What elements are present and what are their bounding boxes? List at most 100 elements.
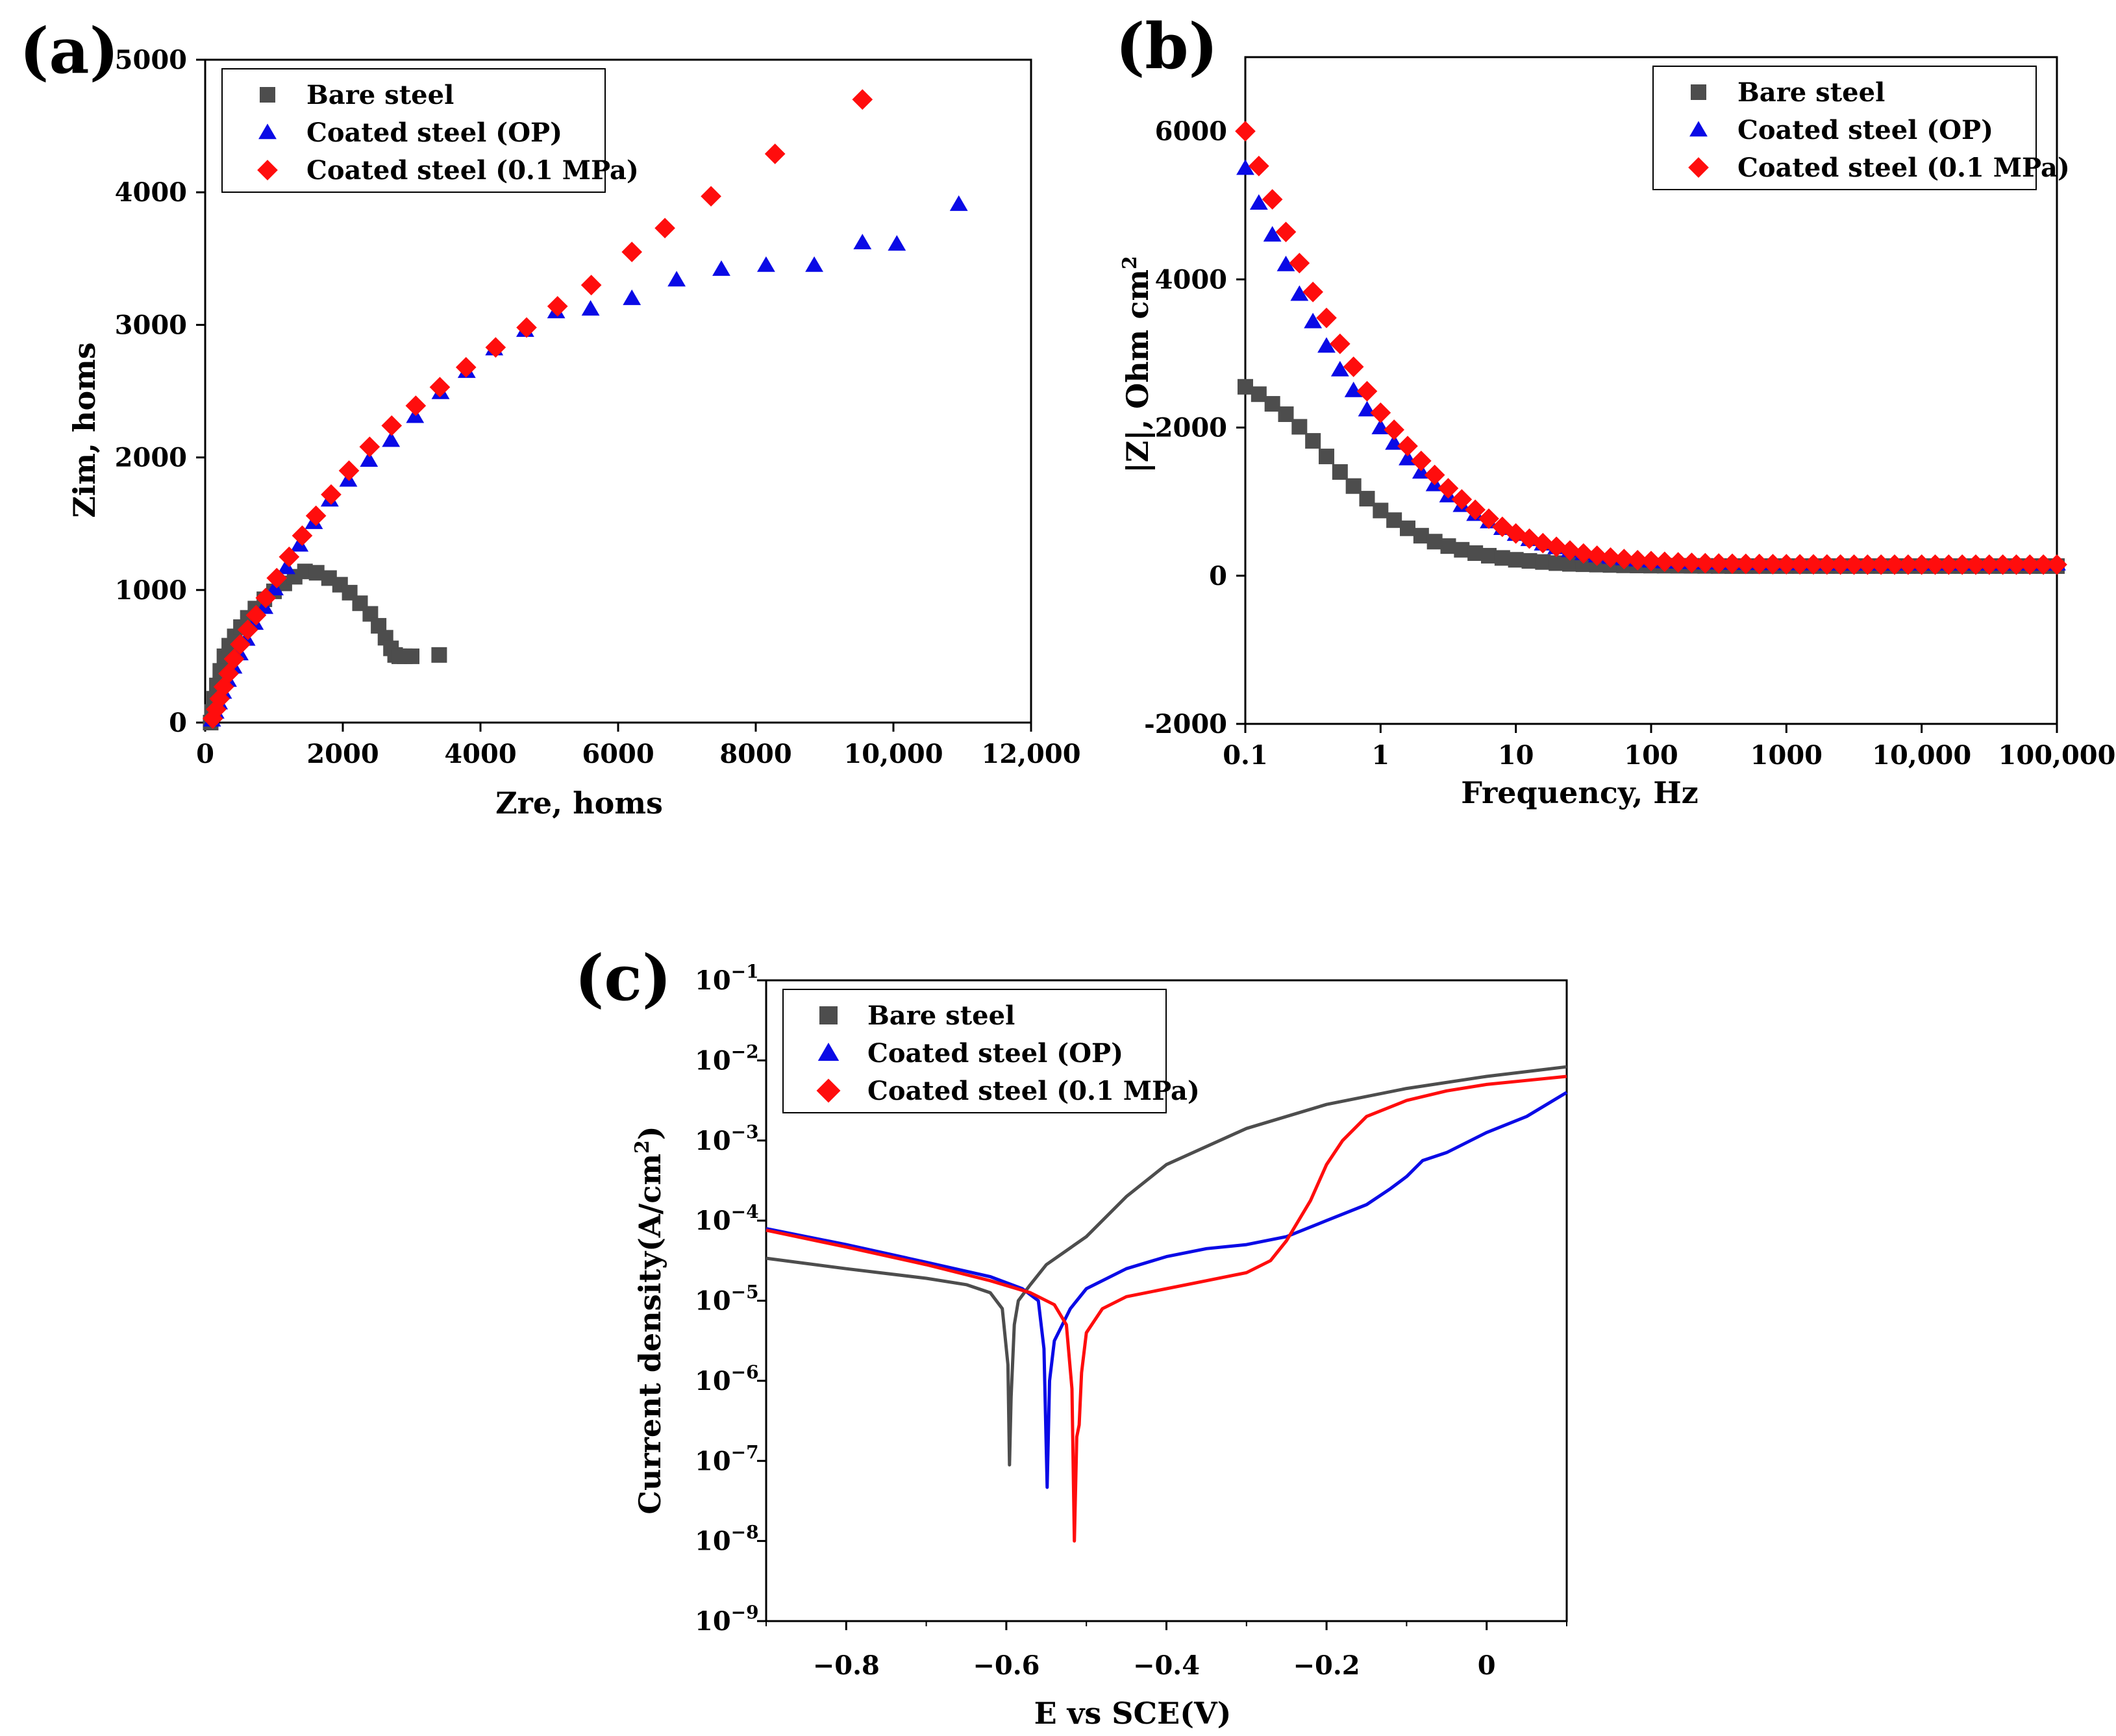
data-point	[1952, 554, 1973, 575]
data-point	[292, 525, 313, 546]
y-tick-label: 10−3	[695, 1121, 759, 1156]
y-tick-label: 10−2	[695, 1041, 759, 1076]
panel-a: (a) 0 2000 4000 6000 8000 10,000 12,000 0 1000 200…	[19, 14, 1081, 821]
series-mpa	[1235, 121, 2067, 575]
x-tick-label: 10	[1498, 740, 1534, 771]
data-point	[1735, 553, 1756, 575]
y-tick-label: 10−9	[695, 1602, 759, 1637]
data-point	[1521, 552, 1537, 569]
y-axis-title: Zim, homs	[67, 342, 102, 517]
data-point	[1505, 523, 1526, 544]
data-point	[1440, 538, 1456, 554]
x-tick-label: −0.2	[1293, 1650, 1360, 1681]
data-point	[667, 271, 686, 287]
data-point	[1573, 543, 1594, 564]
data-point	[359, 436, 380, 458]
data-point	[382, 431, 401, 447]
data-point	[1410, 451, 1432, 471]
data-point	[1316, 307, 1337, 329]
y-tick-label: 1000	[115, 575, 187, 606]
legend: Bare steel Coated steel (OP) Coated steel …	[221, 68, 639, 193]
legend: Bare steel Coated steel (OP) Coated steel …	[782, 989, 1200, 1113]
y-tick-label: 2000	[1155, 413, 1227, 443]
y-axis-title-sup: 2	[1119, 256, 1141, 269]
data-point	[1491, 516, 1513, 538]
data-point	[1304, 312, 1323, 329]
data-point	[1843, 554, 1865, 575]
legend-entry: Bare steel	[306, 80, 454, 110]
data-point	[1816, 554, 1837, 575]
data-point	[1438, 478, 1459, 499]
series-line-bare	[765, 1065, 1567, 1467]
data-point	[756, 256, 775, 272]
data-point	[1911, 554, 1932, 575]
data-point	[1248, 155, 1269, 177]
y-axis-title-sup: 2	[631, 1140, 654, 1154]
data-point	[1667, 552, 1689, 573]
data-point	[1478, 508, 1499, 529]
data-point	[853, 234, 872, 250]
data-point	[1275, 221, 1297, 243]
y-tick-label: 0	[1209, 561, 1227, 591]
data-point	[1235, 121, 1256, 142]
data-point	[1264, 396, 1280, 412]
y-tick-label: 0	[169, 708, 187, 738]
x-tick-label: 6000	[582, 739, 654, 769]
panel-label: (b)	[1115, 10, 1218, 83]
data-point	[949, 195, 968, 211]
data-point	[1695, 552, 1716, 574]
legend-entry: Coated steel (0.1 MPa)	[867, 1076, 1200, 1106]
data-point	[1586, 545, 1608, 566]
y-tick-label: 4000	[115, 177, 187, 208]
a-plot-frame	[204, 58, 1032, 724]
data-point	[279, 546, 300, 567]
y-tick-label: 10−7	[695, 1441, 759, 1476]
y-tick-exponent: −6	[731, 1361, 759, 1383]
legend-marker	[1689, 121, 1708, 137]
x-tick-label: 0	[196, 739, 214, 769]
data-point	[1549, 555, 1565, 571]
panel-b: (b) 0.1 1 10 100 1000 10,000 100,000 -2000 0 2000 4…	[1115, 10, 2115, 810]
data-point	[1749, 553, 1770, 575]
x-tick-label: 10,000	[1872, 740, 1971, 771]
data-point	[1600, 547, 1621, 568]
x-tick-label: −0.6	[973, 1650, 1039, 1681]
series-bare	[1238, 378, 2065, 574]
data-point	[209, 688, 230, 710]
data-point	[1344, 381, 1363, 397]
data-point	[381, 415, 403, 436]
data-point	[1400, 520, 1415, 536]
legend-entry: Coated steel (OP)	[306, 118, 562, 148]
data-point	[2033, 554, 2054, 575]
legend-marker	[258, 123, 277, 140]
data-point	[404, 648, 419, 664]
data-point	[1291, 419, 1308, 435]
data-point	[1276, 255, 1295, 271]
data-point	[1681, 552, 1702, 573]
data-point	[1884, 554, 1905, 575]
legend-marker	[1691, 84, 1706, 100]
data-point	[2019, 554, 2041, 575]
y-tick-label: 4000	[1155, 264, 1227, 295]
data-point	[621, 242, 643, 262]
data-point	[485, 337, 506, 358]
panel-c: (c)−0.8 −0.6 −0.4 −0.2 010−110−210−310−410−5…	[575, 941, 1568, 1731]
x-tick-label: 100,000	[1998, 740, 2116, 771]
data-point	[218, 663, 239, 684]
data-point	[237, 619, 258, 640]
data-point	[1251, 386, 1267, 403]
data-point	[1345, 478, 1362, 494]
data-point	[1249, 194, 1268, 210]
data-point	[1803, 554, 1824, 575]
data-point	[516, 317, 537, 338]
data-point	[290, 536, 309, 552]
y-axis-title: Current density(A/cm2)	[631, 1126, 667, 1514]
y-tick-label: 10−5	[695, 1282, 759, 1317]
y-tick-label: 10−1	[695, 961, 759, 996]
data-point	[1289, 253, 1310, 274]
data-point	[305, 505, 327, 527]
data-point	[623, 289, 641, 305]
series-mpa	[202, 89, 873, 729]
y-axis-title-tail: )	[632, 1126, 667, 1140]
data-point	[1654, 551, 1675, 573]
